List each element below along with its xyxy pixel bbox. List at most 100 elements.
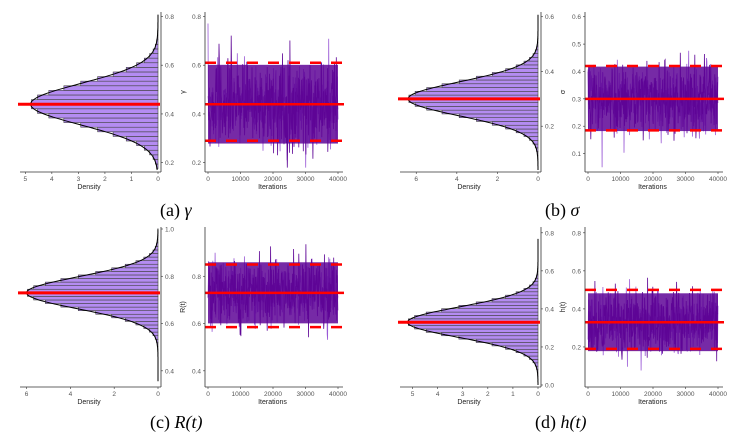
histogram-bar [441, 83, 539, 88]
trace-x-tick-label: 20000 [264, 391, 282, 398]
trace-y-tick-label: 0.4 [572, 69, 581, 76]
histogram-bar [37, 108, 159, 114]
trace-x-tick-label: 20000 [264, 176, 282, 183]
trace-y-label: σ [560, 89, 567, 94]
trace-y-tick-label: 0.5 [572, 42, 581, 49]
hist-y-tick-label: 0.8 [165, 274, 174, 281]
trace-y-label: γ [180, 90, 187, 94]
histogram-bar [80, 80, 159, 87]
hist-x-tick-label: 3 [461, 391, 465, 398]
hist-y-tick-label: 0.2 [165, 160, 174, 167]
trace-y-tick-label: 0.4 [192, 368, 201, 375]
trace-y-label: h(t) [560, 302, 567, 313]
trace-x-tick-label: 0 [586, 176, 590, 183]
histogram-bar [60, 278, 159, 283]
hist-x-label: Density [457, 184, 481, 191]
hist-x-tick-label: 4 [436, 391, 440, 398]
trace-x-tick-label: 20000 [644, 176, 662, 183]
histogram-bar [33, 285, 159, 290]
trace-x-tick-label: 30000 [676, 176, 694, 183]
trace-x-label: Iterations [258, 184, 287, 191]
hist-x-tick-label: 0 [536, 176, 540, 183]
hist-y-tick-label: 0.4 [165, 111, 174, 118]
trace-x-tick-label: 40000 [709, 391, 727, 398]
histogram-bar [80, 122, 159, 128]
histogram-bar [45, 299, 159, 304]
hist-x-tick-label: 2 [112, 391, 116, 398]
trace-y-tick-label: 0.8 [192, 274, 201, 281]
histogram-bar [426, 106, 539, 111]
histogram-bar [458, 305, 539, 309]
trace-y-tick-label: 0.4 [572, 306, 581, 313]
histogram-bar [476, 117, 539, 122]
density-curve [407, 14, 539, 170]
trace-x-tick-label: 30000 [676, 391, 694, 398]
panel-d: 5 4 3 2 1 0 0.0 0.2 0.4 0.6 0.8 Density 0.2 0.4 0.6 0.8… [380, 215, 747, 415]
histogram-bar [414, 325, 539, 330]
caption-c: (c) R(t) [150, 412, 203, 432]
histogram-bar [37, 94, 159, 100]
trace-x-label: Iterations [638, 399, 667, 406]
hist-x-tick-label: 3 [77, 176, 81, 183]
histogram-bar [425, 328, 539, 333]
trace-x-tick-label: 40000 [709, 176, 727, 183]
histogram-bar [414, 315, 539, 320]
trace-y-label: R(t) [180, 301, 187, 313]
hist-x-tick-label: 0 [536, 391, 540, 398]
caption-b: (b) σ [545, 200, 580, 220]
histogram-bar [458, 113, 539, 118]
histogram-bar [475, 301, 539, 306]
hist-x-tick-label: 6 [25, 391, 29, 398]
hist-y-tick-label: 0.6 [545, 14, 554, 21]
histogram-bar [441, 332, 539, 337]
hist-x-tick-label: 2 [103, 176, 107, 183]
trace-x-tick-label: 0 [206, 176, 210, 183]
panel-a: 5 4 3 2 1 0 0.2 0.4 0.6 0.8 Density 0.2 0.4 0.6 0.8 0 10… [0, 0, 367, 200]
trace-x-tick-label: 40000 [329, 176, 347, 183]
hist-x-tick-label: 1 [511, 391, 515, 398]
histogram-bar [476, 75, 539, 81]
histogram-bar [491, 72, 539, 77]
hist-y-tick-label: 0.8 [545, 230, 554, 237]
density-curve [26, 229, 159, 382]
hist-x-tick-label: 2 [486, 391, 490, 398]
trace-x-tick-label: 40000 [329, 391, 347, 398]
hist-x-label: Density [457, 399, 481, 406]
hist-y-tick-label: 0.2 [545, 344, 554, 351]
hist-x-tick-label: 6 [414, 176, 418, 183]
trace-x-tick-label: 0 [206, 391, 210, 398]
histogram-bar [112, 71, 159, 77]
hist-x-tick-label: 4 [69, 391, 73, 398]
hist-y-tick-label: 0.0 [545, 383, 554, 390]
panel-b: 6 4 2 0 0.2 0.4 0.6 Density 0.1 0.2 0.3 0.4 0.5 0.6 0 1… [380, 0, 747, 200]
trace-x-tick-label: 10000 [231, 176, 249, 183]
caption-d: (d) h(t) [535, 412, 587, 432]
hist-x-tick-label: 5 [411, 391, 415, 398]
hist-y-tick-label: 0.8 [165, 14, 174, 21]
trace-y-tick-label: 0.6 [192, 63, 201, 70]
histogram-bar [95, 310, 159, 315]
histogram-bar [441, 308, 539, 313]
trace-y-tick-label: 0.8 [192, 14, 201, 21]
panel-c: 6 4 2 0 0.4 0.6 0.8 1.0 Density 0.4 0.6 0.8 0 10000 20… [0, 215, 367, 415]
trace-y-tick-label: 0.8 [572, 230, 581, 237]
histogram-bar [60, 303, 159, 308]
chart-c: 6 4 2 0 0.4 0.6 0.8 1.0 Density 0.4 0.6 0.8 0 10000 20… [18, 227, 347, 406]
density-curve [30, 14, 159, 171]
histogram-bar [48, 90, 159, 96]
chart-d: 5 4 3 2 1 0 0.0 0.2 0.4 0.6 0.8 Density 0.2 0.4 0.6 0.8… [398, 227, 727, 406]
histogram-bar [414, 91, 539, 96]
caption-a: (a) γ [160, 200, 192, 220]
histogram-bar [77, 274, 159, 279]
hist-x-tick-label: 0 [156, 391, 160, 398]
trace-y-tick-label: 0.4 [192, 111, 201, 118]
trace-x-tick-label: 30000 [296, 176, 314, 183]
trace-y-tick-label: 0.6 [572, 14, 581, 21]
hist-y-tick-label: 0.6 [545, 268, 554, 275]
histogram-bar [414, 102, 539, 107]
hist-x-tick-label: 5 [23, 176, 27, 183]
hist-x-tick-label: 4 [50, 176, 54, 183]
trace-x-tick-label: 20000 [644, 391, 662, 398]
trace-y-tick-label: 0.1 [572, 151, 581, 158]
hist-x-label: Density [77, 184, 101, 191]
